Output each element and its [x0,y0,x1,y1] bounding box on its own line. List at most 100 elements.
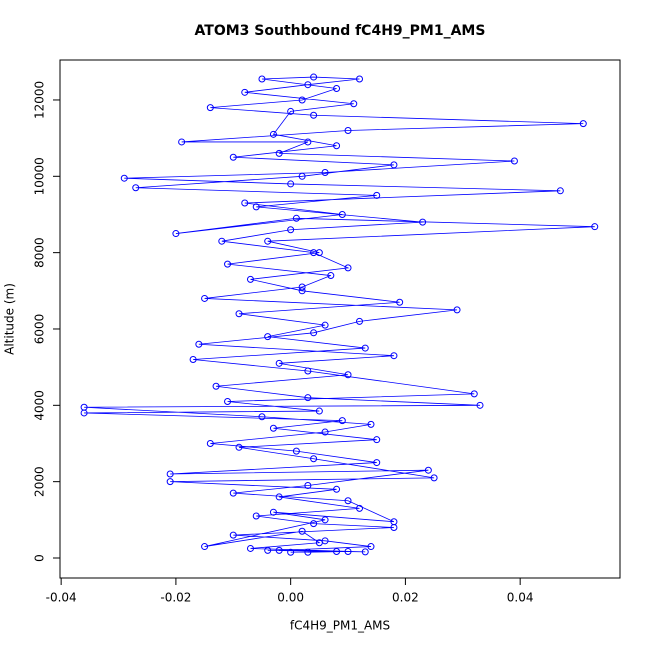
data-point [201,294,209,302]
data-point [166,478,174,486]
data-point [258,413,266,421]
data-point [241,88,249,96]
x-tick-label: 0.04 [507,591,534,605]
data-point [338,417,346,425]
data-point [201,543,209,551]
data-point [287,180,295,188]
data-point [258,75,266,83]
data-point [298,96,306,104]
data-point [235,443,243,451]
data-point [287,226,295,234]
data-point [275,359,283,367]
data-point [246,275,254,283]
data-point [321,428,329,436]
data-point [229,153,237,161]
data-point [333,485,341,493]
data-point [310,111,318,119]
data-point [344,126,352,134]
data-point [206,104,214,112]
data-point [264,333,272,341]
data-point [356,504,364,512]
data-point [419,218,427,226]
data-point [275,546,283,554]
y-axis-label: Altitude (m) [3,283,17,355]
data-point [344,264,352,272]
data-point [356,75,364,83]
data-point [430,474,438,482]
x-tick-label: 0.00 [277,591,304,605]
data-point [252,512,260,520]
data-point [264,237,272,245]
data-point [298,527,306,535]
data-point [120,174,128,182]
data-point [344,371,352,379]
data-point [579,120,587,128]
data-point [476,401,484,409]
data-point [252,203,260,211]
data-point [373,191,381,199]
data-point [310,329,318,337]
data-point [275,493,283,501]
data-point [298,172,306,180]
data-point [510,157,518,165]
data-point [453,306,461,314]
data-point [390,352,398,360]
data-point [333,548,341,556]
data-point [218,237,226,245]
data-point [338,210,346,218]
data-point [390,161,398,169]
data-point [367,420,375,428]
data-point [361,344,369,352]
data-point [424,466,432,474]
data-point [591,223,599,231]
x-tick-label: 0.02 [392,591,419,605]
data-point [166,470,174,478]
data-point [264,546,272,554]
y-tick-label: 4000 [33,390,47,421]
data-point [189,356,197,364]
data-point [229,531,237,539]
data-point [310,73,318,81]
y-tick-label: 0 [33,554,47,562]
data-point [556,187,564,195]
plot-frame [59,59,621,579]
x-axis-label: fC4H9_PM1_AMS [290,619,390,633]
series-line [84,76,595,553]
data-point [304,81,312,89]
data-point [310,249,318,257]
x-tick-label: -0.04 [46,591,77,605]
data-point [344,548,352,556]
y-tick-label: 6000 [33,314,47,345]
data-point [195,340,203,348]
data-point [206,439,214,447]
data-point [333,142,341,150]
data-point [361,548,369,556]
data-point [390,523,398,531]
data-point [310,520,318,528]
data-point [321,537,329,545]
y-tick-label: 10000 [33,157,47,195]
data-point [304,367,312,375]
data-point [304,138,312,146]
data-point [287,107,295,115]
data-point [321,168,329,176]
data-point [178,138,186,146]
data-point [315,407,323,415]
data-point [310,455,318,463]
data-point [321,321,329,329]
data-point [298,287,306,295]
data-point [304,548,312,556]
data-point [292,447,300,455]
data-point [80,409,88,417]
data-point [350,100,358,108]
data-point [356,317,364,325]
data-point [229,489,237,497]
data-point [269,130,277,138]
chart-title: ATOM3 Southbound fC4H9_PM1_AMS [195,23,486,39]
y-tick-label: 2000 [33,466,47,497]
data-point [172,230,180,238]
data-point [224,260,232,268]
data-point [304,481,312,489]
data-point [132,184,140,192]
